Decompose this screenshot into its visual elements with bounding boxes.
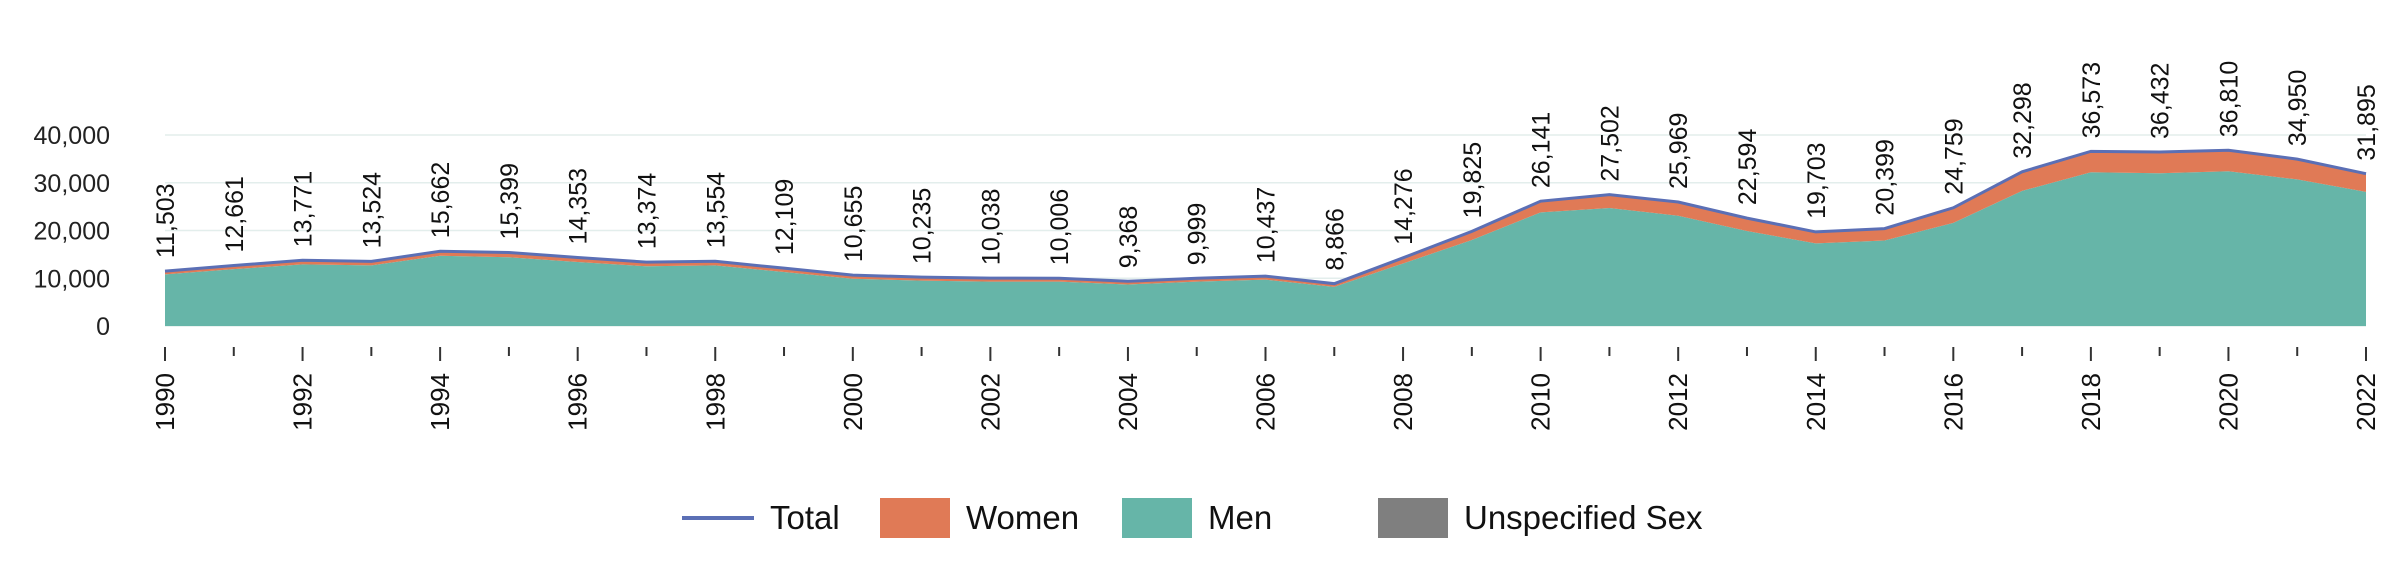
x-tick-label: 1994 xyxy=(425,373,455,431)
data-label: 11,503 xyxy=(152,183,180,258)
legend-item-unspecified-sex: Unspecified Sex xyxy=(1378,488,1702,548)
data-label: 13,524 xyxy=(358,172,386,249)
data-label: 12,109 xyxy=(771,179,799,255)
data-label: 13,771 xyxy=(290,171,318,247)
y-tick-label: 0 xyxy=(96,313,110,341)
data-labels: 11,503 12,661 13,771 13,524 15,662 15,399 14,3… xyxy=(152,61,2381,271)
data-label: 36,573 xyxy=(2078,62,2106,138)
x-tick-label: 2014 xyxy=(1801,373,1831,431)
data-label: 27,502 xyxy=(1596,105,1624,181)
legend-item-total: Total xyxy=(682,488,840,548)
data-label: 9,999 xyxy=(1184,203,1212,266)
data-label: 22,594 xyxy=(1734,129,1762,206)
area-men xyxy=(165,171,2366,326)
legend-item-women: Women xyxy=(880,488,1079,548)
data-label: 31,895 xyxy=(2353,84,2381,160)
data-label: 15,662 xyxy=(427,162,455,238)
data-label: 15,399 xyxy=(496,163,524,239)
data-label: 20,399 xyxy=(1872,139,1900,215)
legend: Total Women Men Unspecified Sex xyxy=(0,488,2400,548)
y-axis: 0 10,000 20,000 30,000 40,000 xyxy=(34,122,110,341)
x-tick-label: 1996 xyxy=(563,373,593,431)
x-tick-label: 2012 xyxy=(1663,373,1693,431)
x-tick-label: 2004 xyxy=(1113,373,1143,431)
x-tick-label: 1998 xyxy=(700,373,730,431)
x-tick-label: 2002 xyxy=(975,373,1005,431)
y-tick-label: 40,000 xyxy=(34,122,110,150)
data-label: 13,374 xyxy=(633,173,661,250)
legend-swatch-men xyxy=(1122,498,1192,538)
x-tick-label: 2010 xyxy=(1526,373,1556,431)
area-women xyxy=(165,150,2366,287)
legend-item-men: Men xyxy=(1122,488,1272,548)
data-label: 8,866 xyxy=(1321,208,1349,271)
data-label: 19,703 xyxy=(1803,142,1831,218)
x-tick-label: 2006 xyxy=(1251,373,1281,431)
data-label: 10,038 xyxy=(977,189,1005,265)
legend-swatch-women xyxy=(880,498,950,538)
legend-label-total: Total xyxy=(770,499,840,536)
legend-label-men: Men xyxy=(1208,499,1273,536)
y-tick-label: 30,000 xyxy=(34,170,110,198)
x-tick-label: 2022 xyxy=(2351,373,2381,431)
series-areas xyxy=(165,150,2366,326)
x-axis: 1990 1992 1994 1996 1998 2000 2002 2004 2006 2008… xyxy=(150,347,2381,431)
legend-swatch-unspecified-sex xyxy=(1378,498,1448,538)
data-label: 12,661 xyxy=(221,176,249,252)
total-line xyxy=(164,148,2367,286)
data-label: 26,141 xyxy=(1528,112,1556,188)
legend-label-unspecified-sex: Unspecified Sex xyxy=(1464,499,1703,536)
legend-label-women: Women xyxy=(966,499,1080,536)
data-label: 13,554 xyxy=(702,172,730,249)
data-label: 10,006 xyxy=(1046,189,1074,265)
data-label: 10,235 xyxy=(909,188,937,264)
data-label: 32,298 xyxy=(2009,82,2037,158)
x-tick-label: 2016 xyxy=(1938,373,1968,431)
data-label: 19,825 xyxy=(1459,142,1487,218)
x-tick-label: 1992 xyxy=(288,373,318,431)
data-label: 24,759 xyxy=(1940,118,1968,194)
data-label: 14,276 xyxy=(1390,168,1418,244)
data-label: 14,353 xyxy=(565,168,593,244)
y-tick-label: 10,000 xyxy=(34,265,110,293)
x-tick-label: 2000 xyxy=(838,373,868,431)
data-label: 25,969 xyxy=(1665,113,1693,189)
data-label: 36,432 xyxy=(2147,63,2175,139)
total-line-group xyxy=(164,148,2367,286)
data-label: 10,437 xyxy=(1253,187,1281,263)
x-tick-label: 2020 xyxy=(2213,373,2243,431)
x-tick-label: 2018 xyxy=(2076,373,2106,431)
y-tick-label: 20,000 xyxy=(34,218,110,246)
data-label: 34,950 xyxy=(2284,70,2312,146)
data-label: 9,368 xyxy=(1115,206,1143,269)
x-tick-label: 1990 xyxy=(150,373,180,431)
legend-swatch-total xyxy=(682,516,754,520)
data-label: 10,655 xyxy=(840,186,868,262)
x-tick-label: 2008 xyxy=(1388,373,1418,431)
data-label: 36,810 xyxy=(2215,61,2243,137)
